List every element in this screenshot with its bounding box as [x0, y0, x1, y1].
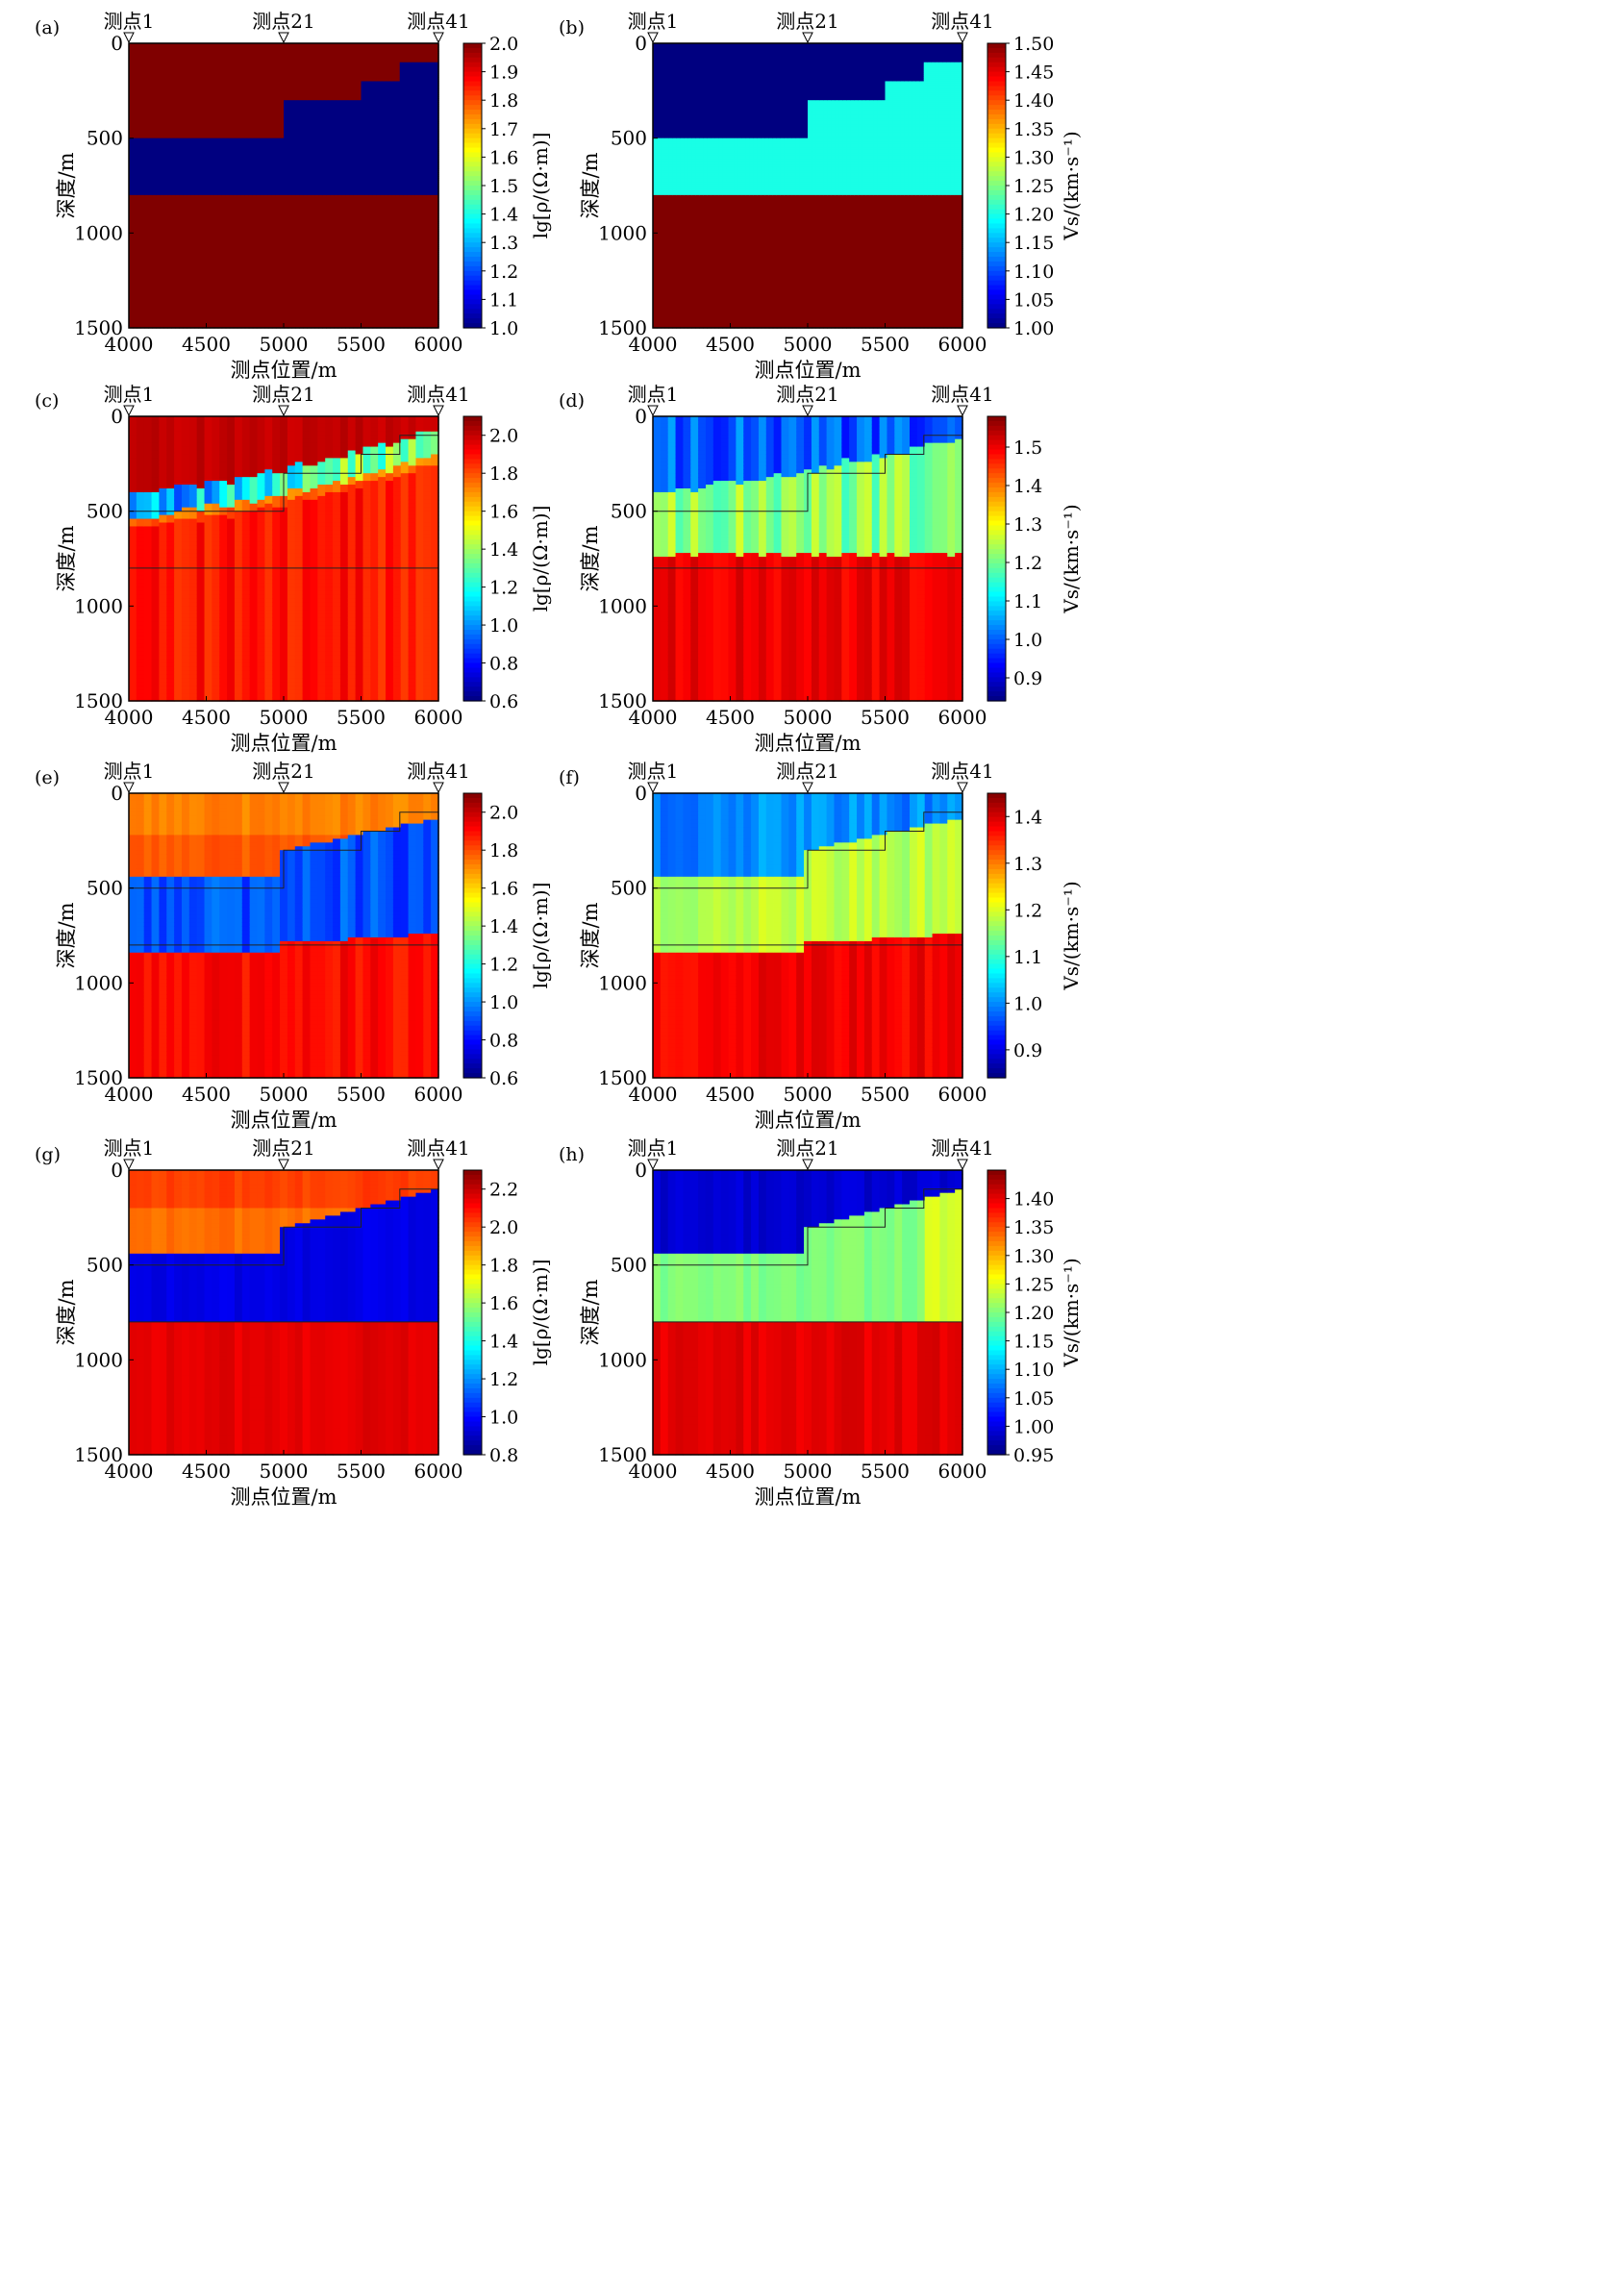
figure-canvas: (a) 测点1 测点21 测点410500100015004000 4500 5000 55…	[0, 0, 1624, 2271]
heatmap	[129, 43, 439, 329]
